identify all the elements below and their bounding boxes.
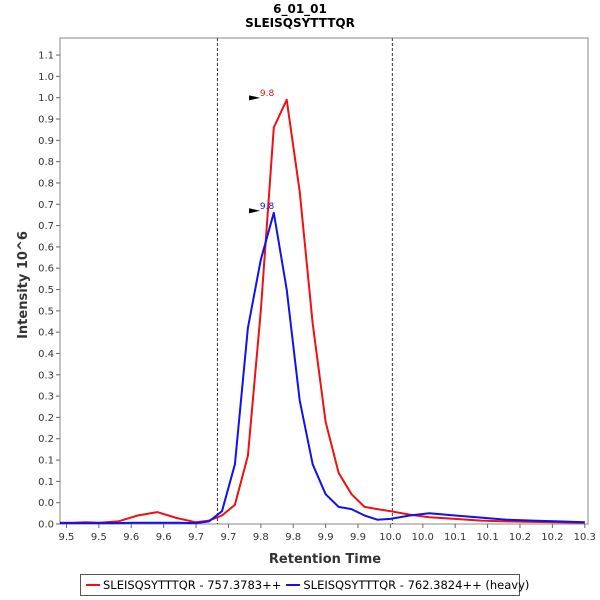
y-tick-label: 0.8 [38, 157, 54, 168]
x-tick-label: 9.7 [220, 532, 236, 543]
y-tick-label: 0.4 [38, 349, 54, 360]
legend: SLEISQSYTTTQR - 757.3783++ SLEISQSYTTTQR… [80, 574, 529, 596]
peak-marker [249, 208, 261, 214]
peak-annotations: 9.8 9.8 [249, 89, 275, 214]
series-line-light [60, 98, 585, 524]
x-axis-label: Retention Time [269, 552, 381, 567]
y-tick-label: 1.0 [38, 93, 54, 104]
y-tick-label: 1.1 [38, 51, 54, 62]
legend-swatch-light [86, 584, 100, 586]
x-tick-label: 10.3 [574, 532, 596, 543]
peak-label: 9.8 [260, 89, 275, 99]
y-tick-label: 0.7 [38, 221, 54, 232]
x-tick-label: 10.1 [444, 532, 466, 543]
y-tick-label: 0.1 [38, 477, 54, 488]
y-tick-label: 0.3 [38, 392, 54, 403]
y-tick-label: 0.2 [38, 413, 54, 424]
legend-item-light: SLEISQSYTTTQR - 757.3783++ [81, 578, 281, 592]
y-tick-label: 0.8 [38, 178, 54, 189]
y-tick-label: 0.4 [38, 328, 54, 339]
series-line-heavy [60, 211, 585, 525]
x-tick-label: 9.9 [318, 532, 334, 543]
y-tick-label: 0.3 [38, 370, 54, 381]
x-tick-label: 9.6 [123, 532, 139, 543]
legend-label-light: SLEISQSYTTTQR - 757.3783++ [103, 578, 282, 592]
y-tick-label: 1.0 [38, 72, 54, 83]
x-tick-label: 10.0 [379, 532, 401, 543]
x-tick-label: 10.2 [541, 532, 563, 543]
x-tick-label: 10.2 [509, 532, 531, 543]
y-tick-label: 0.0 [38, 520, 54, 531]
y-axis-label: Intensity 10^6 [16, 231, 31, 339]
y-axis-ticks: 0.0 0.0 0.1 0.1 0.2 0.2 0.3 0.3 0.4 0.4 0.5 0.5 0.6 0… [38, 51, 60, 531]
y-tick-label: 0.7 [38, 200, 54, 211]
y-tick-label: 0.5 [38, 306, 54, 317]
y-tick-label: 0.1 [38, 456, 54, 467]
x-tick-label: 9.7 [188, 532, 204, 543]
legend-swatch-heavy [286, 584, 301, 586]
y-tick-label: 0.6 [38, 264, 54, 275]
x-tick-label: 9.8 [253, 532, 269, 543]
chart-title: 6_01_01 [273, 2, 327, 17]
legend-label-heavy: SLEISQSYTTTQR - 762.3824++ (heavy) [303, 578, 530, 592]
y-tick-label: 0.5 [38, 285, 54, 296]
y-tick-label: 0.0 [38, 498, 54, 509]
y-tick-label: 0.9 [38, 136, 54, 147]
legend-item-heavy: SLEISQSYTTTQR - 762.3824++ (heavy) [281, 578, 529, 592]
y-tick-label: 0.6 [38, 242, 54, 253]
integration-boundaries [216, 38, 393, 524]
x-tick-label: 9.6 [156, 532, 172, 543]
plot-area [59, 37, 589, 525]
y-tick-label: 0.9 [38, 115, 54, 126]
y-tick-label: 0.2 [38, 434, 54, 445]
x-axis-ticks: 9.5 9.5 9.6 9.6 9.7 9.7 9.8 9.8 9.9 9.9 10.0 10.0 10… [59, 524, 596, 543]
x-tick-label: 9.5 [91, 532, 107, 543]
x-tick-label: 10.1 [476, 532, 498, 543]
x-tick-label: 10.0 [412, 532, 434, 543]
x-tick-label: 9.9 [350, 532, 366, 543]
x-tick-label: 9.8 [285, 532, 301, 543]
peak-label: 9.8 [260, 202, 275, 212]
peak-marker [249, 95, 261, 101]
series-group [60, 98, 585, 525]
chart-subtitle: SLEISQSYTTTQR [245, 16, 355, 30]
x-tick-label: 9.5 [59, 532, 75, 543]
